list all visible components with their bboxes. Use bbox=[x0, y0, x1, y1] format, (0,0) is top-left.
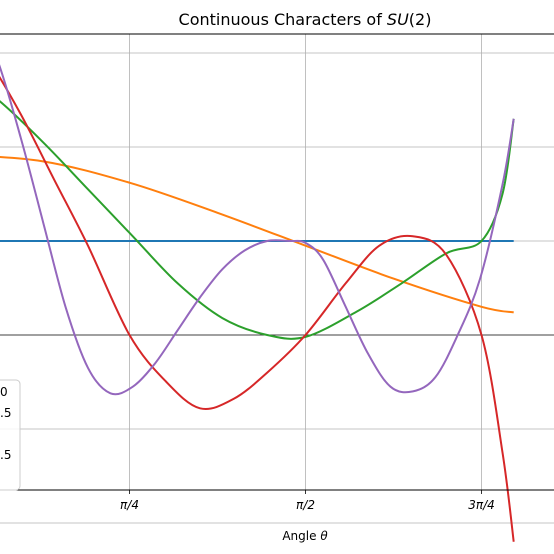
series-line-4 bbox=[0, 64, 515, 396]
series-line-3 bbox=[0, 75, 515, 542]
series-line-2 bbox=[0, 100, 515, 340]
x-axis-label: Angle θ bbox=[282, 529, 328, 543]
x-tick-label-1: π/2 bbox=[296, 498, 315, 512]
x-tick-label-0: π/4 bbox=[120, 498, 139, 512]
x-axis-ticks: π/4 π/2 3π/4 bbox=[120, 490, 495, 512]
chart-title: Continuous Characters of SU(2) bbox=[179, 10, 432, 29]
series-group bbox=[0, 64, 515, 542]
legend-entry-0: 0 bbox=[0, 385, 8, 399]
series-line-1 bbox=[0, 155, 514, 314]
legend-entry-1: .5 bbox=[0, 406, 11, 420]
legend: 0 .5 .5 bbox=[0, 379, 21, 491]
legend-box bbox=[0, 379, 21, 491]
x-tick-label-2: 3π/4 bbox=[468, 498, 495, 512]
grid-lines bbox=[0, 34, 554, 524]
axes bbox=[0, 33, 554, 491]
legend-entry-3: .5 bbox=[0, 448, 11, 462]
